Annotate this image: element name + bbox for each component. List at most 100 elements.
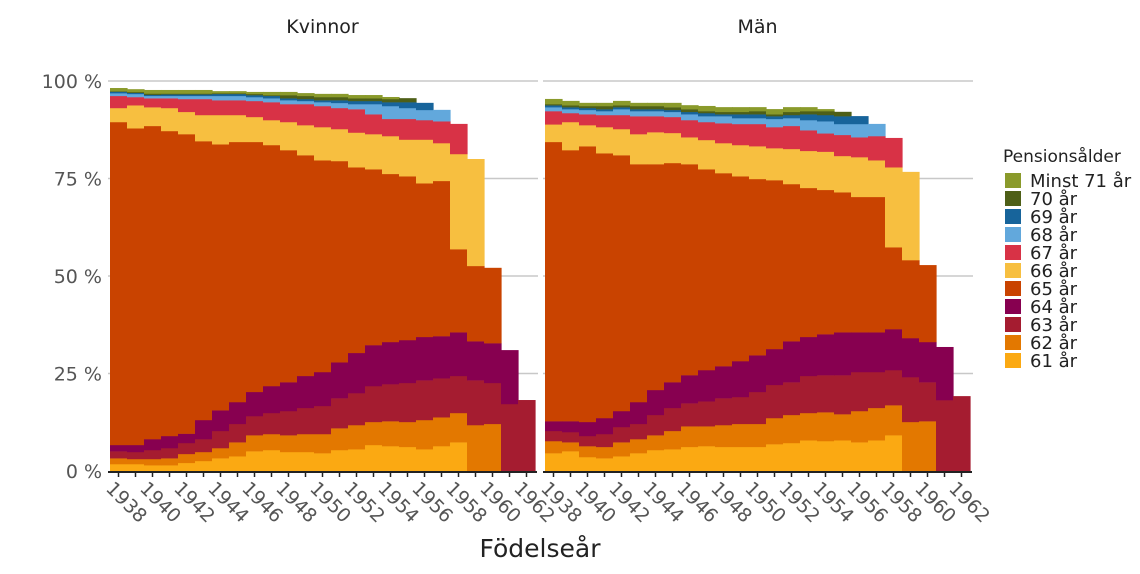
bar-segment-1953-62: [365, 421, 383, 446]
bar-segment-1955-61: [834, 440, 852, 472]
bar-segment-1956-62: [416, 419, 434, 450]
bar-segment-1943-69: [630, 109, 648, 112]
bar-segment-1946-69: [246, 95, 264, 98]
bar-segment-1951-63: [331, 398, 349, 429]
bar-segment-1938-62: [110, 458, 128, 465]
bar-segment-1945-65: [664, 162, 682, 383]
bar-segment-1940-66: [579, 125, 597, 147]
bar-segment-1952-69: [783, 114, 801, 119]
bar-segment-1949-64: [732, 361, 750, 398]
bar-segment-1941-71plus: [596, 102, 614, 107]
bar-segment-1961-63: [501, 403, 519, 472]
bar-segment-1953-68: [365, 104, 383, 115]
bar-segment-1944-69: [212, 93, 230, 97]
bar-segment-1939-71plus: [562, 100, 580, 106]
bar-segment-1946-70: [246, 93, 264, 96]
bar-segment-1950-64: [314, 371, 332, 407]
bar-segment-1945-62: [229, 442, 247, 457]
bar-segment-1956-61: [416, 449, 434, 472]
bar-segment-1952-68: [783, 118, 801, 127]
bar-segment-1947-68: [263, 98, 281, 103]
legend-item: 70 år: [1005, 189, 1078, 210]
bar-segment-1955-68: [399, 107, 417, 120]
bar-segment-1941-64: [161, 435, 179, 449]
bar-segment-1954-67: [817, 133, 835, 152]
bar-segment-1954-69: [382, 102, 400, 107]
bar-segment-1955-67: [399, 118, 417, 140]
bar-segment-1955-63: [834, 375, 852, 415]
bar-segment-1949-68: [732, 118, 750, 125]
bar-segment-1940-62: [144, 458, 162, 466]
bar-segment-1947-71plus: [698, 105, 716, 112]
bar-segment-1946-68: [681, 114, 699, 121]
bar-segment-1944-63: [212, 430, 230, 449]
bar-segment-1944-71plus: [212, 91, 230, 94]
bar-segment-1951-66: [766, 148, 784, 181]
bar-segment-1957-68: [868, 123, 886, 137]
bar-segment-1940-71plus: [579, 102, 597, 107]
legend-item: Minst 71 år: [1005, 171, 1132, 192]
bar-segment-1953-70: [800, 111, 818, 115]
bar-segment-1947-68: [698, 116, 716, 123]
bar-segment-1945-69: [229, 93, 247, 97]
bar-segment-1943-68: [195, 95, 213, 100]
bar-segment-1960-63: [484, 382, 502, 425]
bar-segment-1955-61: [399, 446, 417, 472]
bar-segment-1942-71plus: [178, 89, 196, 94]
bar-segment-1944-64: [212, 410, 230, 432]
bar-segment-1940-69: [579, 107, 597, 111]
bar-segment-1948-71plus: [280, 91, 298, 96]
bar-segment-1950-69: [314, 100, 332, 103]
panel-title: Män: [737, 16, 777, 38]
bar-segment-1941-61: [161, 465, 179, 472]
bar-segment-1957-64: [433, 336, 451, 379]
bar-segment-1942-65: [613, 155, 631, 412]
bar-segment-1946-64: [246, 391, 264, 417]
bar-segment-1938-63: [545, 430, 563, 442]
bar-segment-1949-66: [297, 125, 315, 156]
bar-segment-1953-65: [800, 187, 818, 338]
bar-segment-1938-66: [110, 107, 128, 123]
bar-segment-1951-69: [331, 100, 349, 104]
legend-swatch: [1005, 227, 1021, 242]
bar-segment-1955-69: [399, 102, 417, 109]
bar-segment-1947-62: [698, 426, 716, 447]
bar-segment-1959-65: [902, 260, 920, 339]
bar-segment-1945-66: [229, 114, 247, 143]
bar-segment-1955-65: [399, 176, 417, 341]
bar-segment-1949-61: [732, 446, 750, 472]
bar-segment-1941-62: [161, 458, 179, 466]
bar-segment-1954-61: [817, 440, 835, 472]
bar-segment-1958-64: [885, 329, 903, 371]
bar-segment-1941-66: [161, 107, 179, 132]
bar-segment-1939-68: [127, 93, 145, 98]
bar-segment-1938-67: [545, 111, 563, 125]
bar-segment-1942-61: [613, 456, 631, 472]
bar-segment-1952-63: [348, 393, 366, 426]
bar-segment-1950-67: [314, 105, 332, 128]
bar-segment-1945-61: [664, 449, 682, 472]
bar-segment-1960-64: [484, 343, 502, 384]
bar-segment-1954-70: [817, 111, 835, 116]
bar-segment-1951-61: [766, 444, 784, 472]
bar-segment-1954-68: [817, 121, 835, 134]
legend-item: 63 år: [1005, 315, 1078, 336]
bar-segment-1953-69: [800, 114, 818, 121]
legend-label: 65 år: [1030, 279, 1078, 300]
bar-segment-1948-64: [280, 382, 298, 412]
legend-swatch: [1005, 209, 1021, 224]
bar-segment-1949-71plus: [732, 107, 750, 113]
bar-segment-1947-67: [263, 102, 281, 121]
bar-segment-1940-66: [144, 107, 162, 127]
y-tick-label: 25 %: [54, 364, 102, 386]
bar-segment-1942-69: [178, 94, 196, 97]
bar-segment-1956-62: [851, 410, 869, 443]
bar-segment-1941-65: [161, 130, 179, 437]
bar-segment-1944-66: [212, 114, 230, 145]
bar-segment-1961-64: [501, 350, 519, 405]
bar-segment-1949-69: [732, 114, 750, 119]
bar-segment-1938-68: [545, 107, 563, 112]
bar-segment-1953-70: [365, 98, 383, 102]
bar-segment-1952-63: [783, 382, 801, 416]
bar-segment-1956-68: [851, 123, 869, 138]
